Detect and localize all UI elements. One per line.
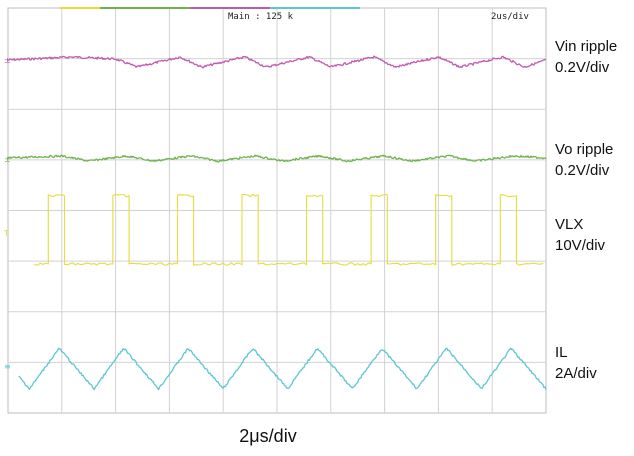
il-scale: 2A/div — [555, 365, 597, 382]
series-line-vo-ripple — [7, 154, 547, 163]
series-label-il: IL 2A/div — [555, 342, 597, 384]
channel-marker-4: ≡ — [4, 362, 11, 371]
vo-ripple-scale: 0.2V/div — [555, 162, 610, 179]
series-label-vlx: VLX 10V/div — [555, 214, 605, 256]
main-sample-rate-label: Main : 125 k — [228, 12, 294, 22]
series-label-vo-ripple: Vo ripple 0.2V/div — [555, 139, 613, 181]
vo-ripple-name: Vo ripple — [555, 141, 614, 158]
il-name: IL — [555, 344, 568, 361]
vin-ripple-name: Vin ripple — [555, 38, 618, 55]
vlx-scale: 10V/div — [555, 237, 606, 254]
channel-marker-2: ± — [4, 155, 11, 164]
series-label-vin-ripple: Vin ripple 0.2V/div — [555, 36, 617, 78]
series-line-vlx — [34, 193, 544, 266]
channel-marker-1: ± — [4, 56, 11, 65]
vin-ripple-scale: 0.2V/div — [555, 59, 610, 76]
series-line-il — [18, 347, 547, 391]
grid — [7, 7, 547, 414]
timebase-header-label: 2us/div — [491, 12, 529, 22]
channel-markers: ± ± T ≡ — [3, 56, 11, 371]
series-layer — [7, 55, 547, 391]
vlx-name: VLX — [555, 216, 584, 233]
series-line-vin-ripple — [7, 55, 547, 69]
timebase-label: 2μs/div — [239, 426, 297, 446]
channel-marker-3: T — [3, 229, 9, 238]
